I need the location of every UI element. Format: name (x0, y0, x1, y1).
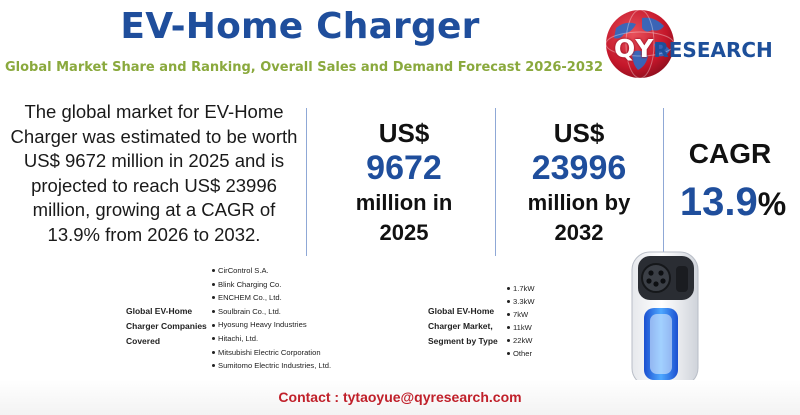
stat-currency: US$ (553, 118, 605, 148)
cagr-unit: % (757, 186, 787, 222)
list-item: 22kW (507, 334, 535, 347)
list-item: Mitsubishi Electric Corporation (212, 346, 331, 360)
list-item: Hyosung Heavy Industries (212, 318, 331, 332)
page-title: EV-Home Charger (120, 6, 480, 47)
logo-wordmark: QYRESEARCH (614, 34, 773, 63)
list-item: Hitachi, Ltd. (212, 332, 331, 346)
stat-label-line2: 2032 (554, 220, 604, 245)
globe-icon (605, 9, 675, 79)
cagr-value: 13.9% (668, 180, 798, 225)
companies-label: Global EV-Home Charger Companies Covered (126, 306, 207, 346)
list-item: 1.7kW (507, 282, 535, 295)
stat-label-line2: 2025 (379, 220, 429, 245)
contact-link[interactable]: Contact : tytaoyue@qyresearch.com (278, 389, 522, 405)
list-item: Blink Charging Co. (212, 278, 331, 292)
divider-3 (663, 108, 664, 256)
cagr-number: 13.9 (679, 180, 758, 224)
stat-currency: US$ (378, 118, 430, 148)
stat-label-line1: million in (355, 190, 453, 215)
segments-label: Global EV-Home Charger Market, Segment b… (428, 306, 498, 346)
stat-value: 23996 (531, 149, 627, 187)
list-item: Sumitomo Electric Industries, Ltd. (212, 359, 331, 373)
stat-2025: US$ 9672 million in 2025 (330, 118, 478, 248)
market-description: The global market for EV-Home Charger wa… (10, 101, 298, 245)
list-item: ENCHEM Co., Ltd. (212, 291, 331, 305)
divider-1 (306, 108, 307, 256)
stat-value: 9672 (366, 149, 442, 187)
list-item: 3.3kW (507, 295, 535, 308)
list-item: Soulbrain Co., Ltd. (212, 305, 331, 319)
stat-2032: US$ 23996 million by 2032 (504, 118, 654, 248)
list-item: Other (507, 347, 535, 360)
ev-charger-image (631, 251, 699, 387)
footer-band (0, 380, 800, 415)
cagr-label: CAGR (688, 138, 772, 169)
companies-list: CirControl S.A. Blink Charging Co. ENCHE… (212, 264, 331, 373)
list-item: CirControl S.A. (212, 264, 331, 278)
list-item: 7kW (507, 308, 535, 321)
qyresearch-logo[interactable]: QYRESEARCH (596, 2, 796, 88)
divider-2 (495, 108, 496, 256)
segments-list: 1.7kW 3.3kW 7kW 11kW 22kW Other (507, 282, 535, 360)
stat-label-line1: million by (527, 190, 631, 215)
page-subtitle: Global Market Share and Ranking, Overall… (5, 60, 603, 75)
list-item: 11kW (507, 321, 535, 334)
